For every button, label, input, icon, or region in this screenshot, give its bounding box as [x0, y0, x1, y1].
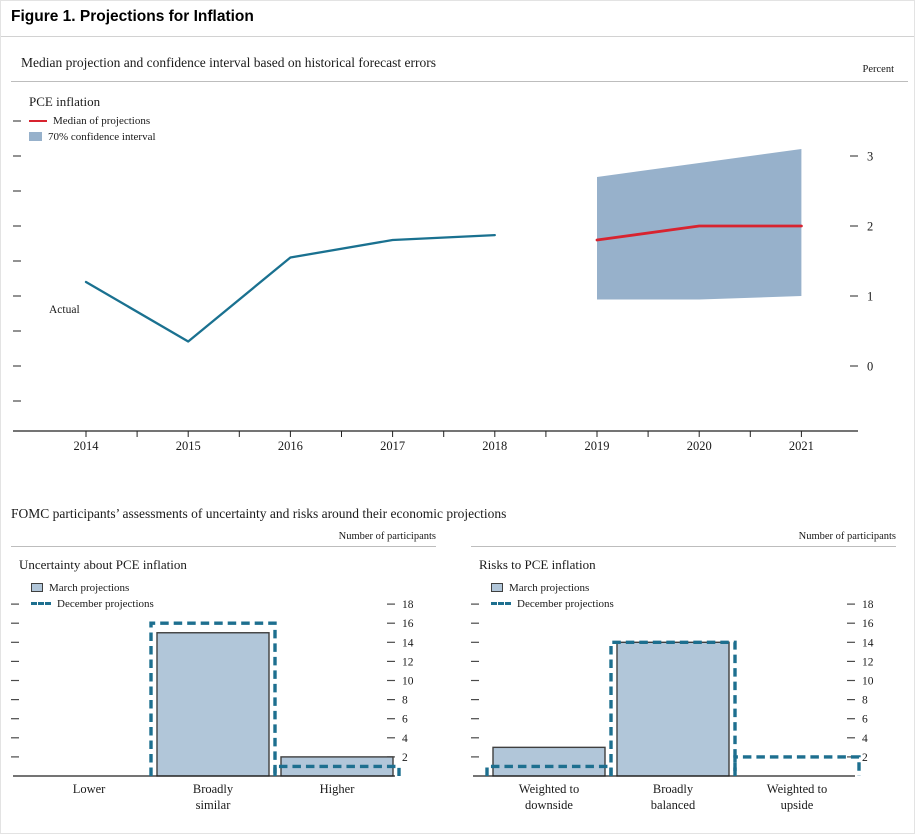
svg-text:0: 0 [867, 360, 873, 374]
uncertainty-unit-label: Number of participants [338, 531, 436, 542]
subtitle-divider [11, 81, 908, 82]
svg-text:Broadly: Broadly [193, 782, 234, 796]
risks-bar-chart: 2 4 6 8 10 12 14 16 18 Weighted to downside Broadly… [471, 599, 874, 812]
march-bar-swatch-icon [491, 583, 503, 592]
svg-text:18: 18 [862, 599, 874, 611]
march-bar-swatch-icon [31, 583, 43, 592]
svg-text:2018: 2018 [482, 439, 507, 453]
top-chart-legend: PCE inflation Median of projections 70% … [29, 94, 156, 143]
svg-text:2016: 2016 [278, 439, 303, 453]
svg-text:16: 16 [402, 618, 414, 630]
risks-legend: March projections December projections [491, 578, 614, 610]
december-dash-swatch-icon [31, 602, 51, 605]
svg-text:2019: 2019 [585, 439, 610, 453]
svg-text:Weighted to: Weighted to [767, 782, 827, 796]
top-chart-subtitle: Median projection and confidence interva… [21, 55, 436, 70]
december-dash-swatch-icon [491, 602, 511, 605]
svg-text:12: 12 [862, 656, 874, 668]
legend-item-march: March projections [491, 581, 614, 594]
svg-text:10: 10 [862, 676, 874, 688]
svg-text:14: 14 [402, 637, 414, 649]
risks-panel-heading: Risks to PCE inflation [479, 557, 596, 572]
svg-text:Higher: Higher [320, 782, 356, 796]
uncertainty-legend: March projections December projections [31, 578, 154, 610]
svg-text:Lower: Lower [73, 782, 106, 796]
svg-text:14: 14 [862, 637, 874, 649]
march-legend-label: March projections [49, 581, 130, 594]
bottom-section-title: FOMC participants’ assessments of uncert… [11, 506, 507, 521]
svg-text:2017: 2017 [380, 439, 405, 453]
svg-text:16: 16 [862, 618, 874, 630]
svg-text:12: 12 [402, 656, 414, 668]
svg-text:1: 1 [867, 290, 873, 304]
median-line-swatch-icon [29, 119, 47, 122]
figure-title: Figure 1. Projections for Inflation [11, 8, 254, 25]
median-legend-label: Median of projections [53, 114, 151, 127]
svg-text:3: 3 [867, 150, 873, 164]
uncertainty-panel-heading: Uncertainty about PCE inflation [19, 557, 187, 572]
svg-text:2021: 2021 [789, 439, 814, 453]
svg-text:2015: 2015 [176, 439, 201, 453]
svg-text:2014: 2014 [74, 439, 100, 453]
svg-text:8: 8 [862, 695, 868, 707]
legend-item-december: December projections [31, 597, 154, 610]
actual-series-label: Actual [49, 304, 80, 316]
svg-text:Weighted to: Weighted to [519, 782, 579, 796]
legend-item-interval: 70% confidence interval [29, 130, 156, 143]
confidence-interval-swatch-icon [29, 132, 42, 141]
top-chart-unit-label: Percent [862, 64, 895, 75]
pce-inflation-label: PCE inflation [29, 94, 101, 109]
svg-text:6: 6 [402, 714, 408, 726]
inflation-projection-chart: 0 1 2 3 2014 2015 2016 2017 2018 2019 2020 2021 [13, 120, 873, 453]
december-legend-label: December projections [517, 597, 614, 610]
svg-text:balanced: balanced [651, 798, 696, 812]
svg-text:2: 2 [862, 752, 868, 764]
svg-text:upside: upside [781, 798, 814, 812]
svg-text:2: 2 [867, 220, 873, 234]
svg-text:8: 8 [402, 695, 408, 707]
svg-text:similar: similar [196, 798, 232, 812]
svg-text:Broadly: Broadly [653, 782, 694, 796]
legend-item-median: Median of projections [29, 114, 156, 127]
interval-legend-label: 70% confidence interval [48, 130, 156, 143]
svg-text:10: 10 [402, 676, 414, 688]
legend-item-december: December projections [491, 597, 614, 610]
svg-text:4: 4 [862, 733, 868, 745]
title-divider [1, 36, 914, 37]
december-legend-label: December projections [57, 597, 154, 610]
svg-text:2020: 2020 [687, 439, 712, 453]
svg-text:downside: downside [525, 798, 573, 812]
svg-text:4: 4 [402, 733, 408, 745]
svg-text:6: 6 [862, 714, 868, 726]
legend-item-march: March projections [31, 581, 154, 594]
risks-panel-divider [471, 546, 896, 547]
uncertainty-panel-divider [11, 546, 436, 547]
svg-text:2: 2 [402, 752, 408, 764]
uncertainty-bar-chart: 2 4 6 8 10 12 14 16 18 Lower Broadly similar Higher [11, 599, 414, 812]
svg-text:18: 18 [402, 599, 414, 611]
march-legend-label: March projections [509, 581, 590, 594]
risks-unit-label: Number of participants [798, 531, 896, 542]
